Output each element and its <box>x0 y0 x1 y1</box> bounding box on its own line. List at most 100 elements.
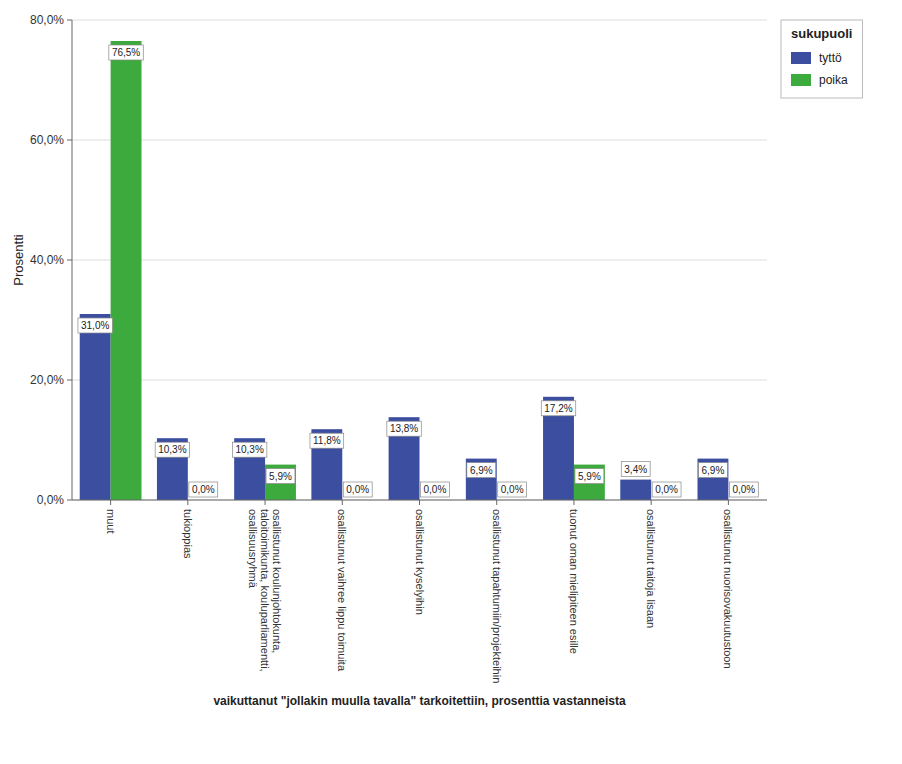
data-label-group: 0,0% <box>343 482 372 497</box>
bar <box>80 314 111 500</box>
data-label-box <box>652 482 681 497</box>
data-label: 6,9% <box>702 465 725 476</box>
data-label: 0,0% <box>346 484 369 495</box>
x-tick-label: osallistunut kyselyihin <box>414 509 426 615</box>
y-tick-label: 20,0% <box>30 373 64 387</box>
data-label: 76,5% <box>112 47 140 58</box>
legend-swatch <box>791 74 811 86</box>
x-axis-label: vaikuttanut "jollakin muulla tavalla" ta… <box>213 694 625 708</box>
data-label-group: 6,9% <box>467 463 496 478</box>
x-tick <box>187 500 188 505</box>
y-tick <box>67 500 72 501</box>
data-label: 10,3% <box>235 444 263 455</box>
data-label-box <box>467 463 496 478</box>
data-label-box <box>698 463 727 478</box>
x-tick-label: muut <box>105 509 117 533</box>
x-tick <box>728 500 729 505</box>
data-label-box <box>78 318 112 333</box>
bar <box>389 417 420 500</box>
x-tick <box>419 500 420 505</box>
data-label-group: 3,4% <box>621 462 650 477</box>
x-tick-label-line: osallistunut taitoja lisaan <box>645 509 657 628</box>
x-tick-label-line: osallisuusryhmä <box>247 509 259 589</box>
y-tick-label: 80,0% <box>30 13 64 27</box>
grid <box>72 20 767 500</box>
data-label: 5,9% <box>578 471 601 482</box>
data-label-box <box>541 401 575 416</box>
y-tick-label: 40,0% <box>30 253 64 267</box>
bar <box>574 465 605 500</box>
data-label-box <box>189 482 218 497</box>
data-label-group: 13,8% <box>387 421 421 436</box>
bar <box>698 459 729 500</box>
grid-line <box>72 20 767 21</box>
x-tick-label: osallistunut vaihree lippu toimuita <box>336 509 348 672</box>
data-label: 6,9% <box>470 465 493 476</box>
x-tick <box>573 500 574 505</box>
data-label-group: 10,3% <box>232 442 266 457</box>
legend-swatch <box>791 52 811 64</box>
x-tick-label-line: osallistunut nuorisovakuutustoon <box>722 509 734 669</box>
data-label-group: 6,9% <box>698 463 727 478</box>
data-label: 0,0% <box>655 484 678 495</box>
bar <box>311 429 342 500</box>
y-tick <box>67 380 72 381</box>
bar <box>111 41 142 500</box>
data-label: 31,0% <box>81 320 109 331</box>
y-axis-line <box>72 20 73 500</box>
legend-title: sukupuoli <box>791 26 852 41</box>
data-labels: 31,0% 10,3% 10,3% 11,8% 13,8% 6,9% 17,2% 3,4% 6,… <box>78 45 758 497</box>
bar <box>157 438 188 500</box>
bar <box>265 465 296 500</box>
data-label-box <box>575 469 604 484</box>
data-label-group: 0,0% <box>652 482 681 497</box>
bar <box>234 438 265 500</box>
data-label-group: 5,9% <box>266 469 295 484</box>
data-label-box <box>621 462 650 477</box>
data-label: 13,8% <box>390 423 418 434</box>
bar <box>543 397 574 500</box>
x-tick-label: osallistunut koulunjohtokunta,taloitoimi… <box>247 509 283 672</box>
x-tick-label-line: tuonut oman mielipiteen esille <box>568 509 580 654</box>
chart-container: 0,0% 20,0% 40,0% 60,0% 80,0% 31,0% 10,3% 10,3% 1… <box>0 0 902 764</box>
x-tick-label: osallistunut tapahtumiin/projekteihin <box>491 509 503 683</box>
legend-frame <box>781 20 862 98</box>
legend-label: poika <box>819 73 848 87</box>
legend: sukupuoli tyttö poika <box>781 20 862 98</box>
grid-line <box>72 260 767 261</box>
data-label: 10,3% <box>158 444 186 455</box>
data-label-box <box>387 421 421 436</box>
data-label: 0,0% <box>501 484 524 495</box>
y-tick <box>67 20 72 21</box>
grid-line <box>72 140 767 141</box>
chart-svg: 0,0% 20,0% 40,0% 60,0% 80,0% 31,0% 10,3% 10,3% 1… <box>0 0 902 764</box>
data-label-group: 5,9% <box>575 469 604 484</box>
bar <box>466 459 497 500</box>
x-tick-label-line: muut <box>105 509 117 533</box>
x-tick <box>342 500 343 505</box>
data-label: 11,8% <box>313 435 341 446</box>
data-label-group: 76,5% <box>109 45 143 60</box>
grid-line <box>72 380 767 381</box>
data-label-group: 0,0% <box>729 482 758 497</box>
plot-background <box>72 20 767 500</box>
legend-label: tyttö <box>819 51 842 65</box>
data-label-box <box>232 442 266 457</box>
x-tick <box>265 500 266 505</box>
data-label-group: 31,0% <box>78 318 112 333</box>
x-tick-label-line: taloitoimikunta, kouluparliamentti, <box>259 509 271 672</box>
data-label-group: 17,2% <box>541 401 575 416</box>
data-label: 0,0% <box>732 484 755 495</box>
x-tick-label: tuonut oman mielipiteen esille <box>568 509 580 654</box>
data-label-box <box>343 482 372 497</box>
data-label-group: 10,3% <box>155 442 189 457</box>
x-tick-label-line: osallistunut kyselyihin <box>414 509 426 615</box>
x-tick-label-line: osallistunut vaihree lippu toimuita <box>336 509 348 672</box>
y-tick-label: 0,0% <box>37 493 65 507</box>
y-tick-label: 60,0% <box>30 133 64 147</box>
data-label-box <box>498 482 527 497</box>
bar <box>620 480 651 500</box>
data-label-box <box>155 442 189 457</box>
data-label-box <box>109 45 143 60</box>
x-tick <box>110 500 111 505</box>
